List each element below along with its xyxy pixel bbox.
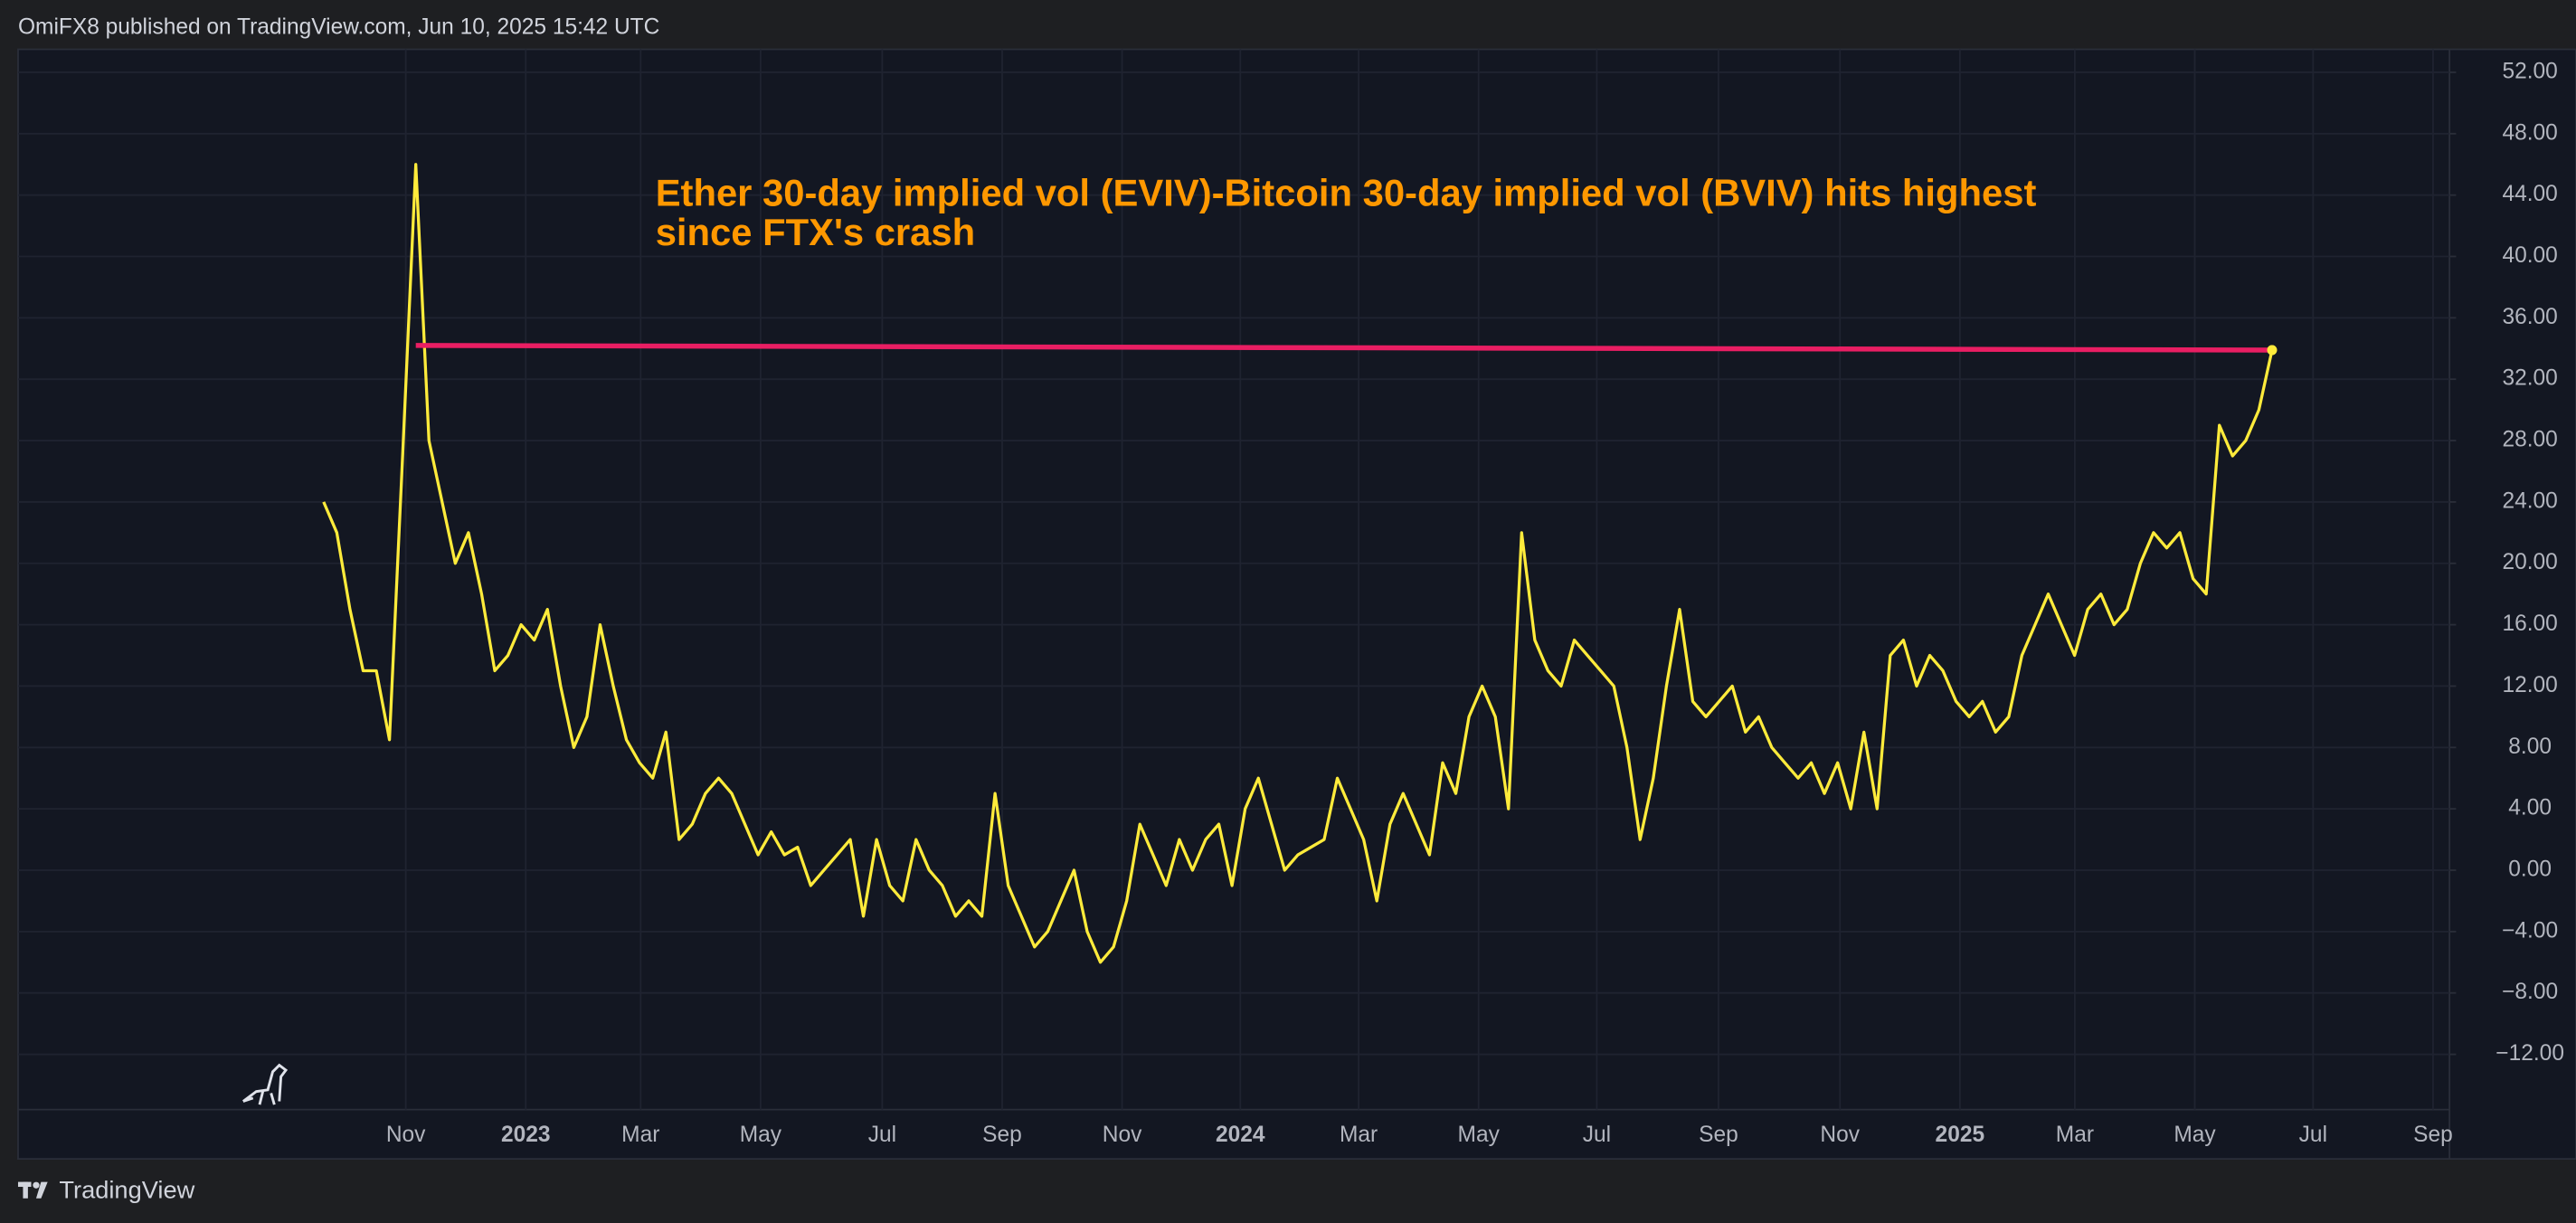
y-tick-label: 40.00 (2502, 243, 2557, 268)
y-tick-label: −12.00 (2496, 1041, 2564, 1066)
y-tick-label: 20.00 (2502, 550, 2557, 574)
x-tick-label: Jul (868, 1123, 896, 1147)
x-tick-label: Jul (2299, 1123, 2327, 1147)
x-tick-label: 2023 (501, 1123, 551, 1147)
y-tick-label: 52.00 (2502, 59, 2557, 83)
y-tick-label: 32.00 (2502, 366, 2557, 391)
x-tick-label: Sep (1699, 1123, 1738, 1147)
x-tick-label: 2025 (1936, 1123, 1985, 1147)
y-tick-label: −4.00 (2502, 918, 2558, 943)
y-tick-label: 16.00 (2502, 612, 2557, 636)
x-tick-label: May (740, 1123, 782, 1147)
x-tick-label: Nov (1103, 1123, 1142, 1147)
y-tick-label: 8.00 (2508, 735, 2552, 759)
tv-logo (17, 1181, 48, 1199)
time-axis (17, 1109, 2450, 1160)
last-value-dot (2267, 345, 2278, 356)
x-tick-label: Sep (982, 1123, 1022, 1147)
dino-logo (242, 1063, 289, 1105)
y-tick-label: 0.00 (2508, 857, 2552, 881)
x-tick-label: Mar (1340, 1123, 1378, 1147)
x-tick-label: 2024 (1216, 1123, 1265, 1147)
x-tick-label: Sep (2413, 1123, 2453, 1147)
price-axis (2449, 49, 2576, 1160)
x-tick-label: May (1458, 1123, 1501, 1147)
x-tick-label: Mar (621, 1123, 659, 1147)
chart-title: Ether 30-day implied vol (EVIV)-Bitcoin … (656, 171, 2037, 213)
x-tick-label: Mar (2056, 1123, 2094, 1147)
plot-area (17, 49, 2450, 1110)
x-tick-label: May (2174, 1123, 2216, 1147)
y-tick-label: −8.00 (2502, 980, 2558, 1004)
y-tick-label: 48.00 (2502, 120, 2557, 145)
y-tick-label: 36.00 (2502, 305, 2557, 329)
y-tick-label: 12.00 (2502, 673, 2557, 697)
x-tick-label: Nov (386, 1123, 426, 1147)
footer-brand: TradingView (59, 1176, 194, 1204)
publish-header: OmiFX8 published on TradingView.com, Jun… (18, 14, 659, 39)
x-tick-label: Jul (1583, 1123, 1611, 1147)
chart-title: since FTX's crash (656, 211, 975, 253)
reference-line (415, 343, 2272, 353)
y-tick-label: 24.00 (2502, 488, 2557, 513)
y-tick-label: 4.00 (2508, 796, 2552, 820)
series-line (322, 163, 2274, 964)
y-tick-label: 44.00 (2502, 182, 2557, 206)
y-tick-label: 28.00 (2502, 428, 2557, 452)
plot-layer: 52.00 48.00 44.00 40.00 36.00 32.00 28.00 24.00… (17, 49, 2564, 1147)
frame (17, 48, 2576, 1161)
x-tick-label: Nov (1820, 1123, 1860, 1147)
